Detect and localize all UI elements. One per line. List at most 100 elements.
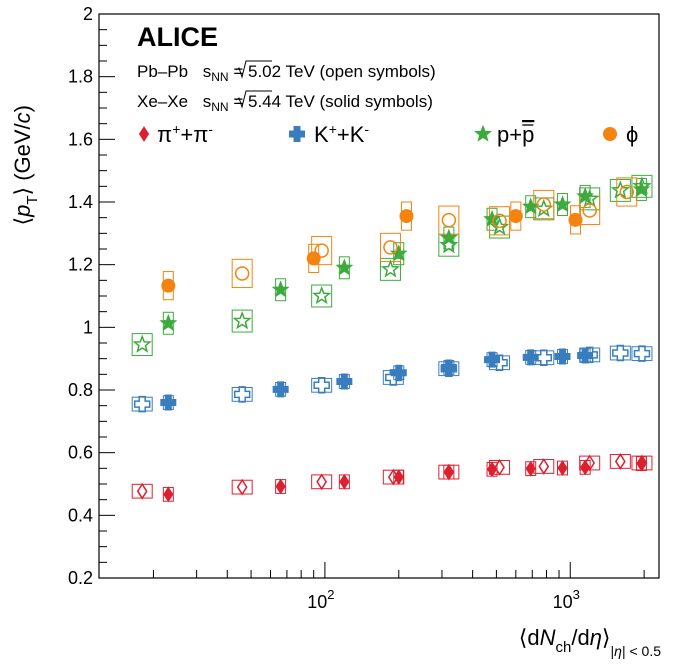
kaon-xexe-point [554,348,571,365]
y-title-unit-var: c [10,112,35,123]
kaon-xexe-point [484,351,501,368]
x-tick-label: 103 [553,587,580,612]
pion-pbpb-point [136,482,148,500]
pion-pbpb-point [236,478,248,496]
pbpb-sqrt-sign [235,60,272,79]
pbpb-sqrt-s: s [203,62,212,81]
legend: π++π- K++K-p+p ϕ [138,121,638,147]
proton-xexe-point [159,313,178,331]
proton-pbpb-point [439,235,459,254]
x-title-range-eta: η [614,643,622,659]
pion-xexe-point [636,455,647,472]
pion-xexe-point [525,460,536,477]
pion-legend-label: π++π- [157,121,213,147]
phi-xexe-point [306,251,321,266]
pbpb-energy: = 5.02 TeV (open symbols) [229,62,436,81]
phi-pbpb-point [582,203,597,218]
phi-pbpb-syst-box [311,235,333,266]
proton-pbpb-syst-box [231,309,253,333]
y-tick-label: 1.6 [68,129,93,149]
x-tick-exponent: 2 [327,587,334,602]
pion-pbpb-syst-box [131,483,153,499]
xexe-energy: = 5.44 TeV (solid symbols) [229,92,433,111]
pion-pbpb-point [316,473,328,491]
legend-label-part: - [208,121,213,137]
pion-legend-marker [138,126,150,142]
proton-xexe-point [439,228,458,246]
y-title-var: p [10,205,35,218]
kaon-pbpb-point [612,344,629,362]
y-title-unit: (GeV/ [10,122,35,186]
pion-pbpb-syst-box [533,459,555,474]
pion-xexe-point [486,461,498,478]
x-title-var: N [540,625,556,650]
annotation-block: ALICE Pb–Pb sNN = 5.02 TeV (open symbols… [137,22,436,114]
y-tick-label: 1.4 [68,192,93,212]
xexe-label: Xe–Xe sNN = 5.44 TeV (solid symbols) [137,92,433,114]
proton-xexe-point [335,258,354,276]
kaon-xexe-point [160,394,177,411]
proton-xexe-point [521,197,540,215]
proton-pbpb-point [380,259,401,278]
proton-pbpb-point [232,310,252,330]
x-tick-base: 10 [553,592,573,612]
y-axis-title: ⟨pT⟩ (GeV/c) [10,105,41,226]
phi-xexe-point [161,278,176,293]
y-title-sub: T [24,196,41,205]
proton-legend-marker [474,124,492,142]
x-title-eta: η [590,625,602,650]
legend-label-part: ϕ [626,122,638,147]
kaon-pbpb-point [133,395,151,413]
proton-xexe-point [483,209,501,227]
phi-xexe-point [568,212,583,227]
phi-pbpb-syst-box [231,258,253,289]
pion-pbpb-point [614,453,626,470]
y-tick-label: 0.2 [68,568,93,588]
x-tick-base: 10 [307,592,327,612]
proton-pbpb-syst-box [131,333,153,357]
proton-pbpb-point [132,334,152,353]
phi-pbpb-point [536,197,552,212]
xexe-nn: NN [211,100,228,114]
legend-label-part: +π [180,122,208,147]
proton-pbpb-syst-box [609,178,631,202]
x-tick-label: 102 [307,587,334,612]
pion-pbpb-point [584,454,596,472]
x-title-range-b: | < 0.5 [622,643,661,659]
y-tick-label: 2 [83,4,93,24]
xexe-sqrt-sign [235,90,272,109]
kaon-xexe-point [336,373,353,390]
legend-label-part: +K [337,122,365,147]
proton-pbpb-syst-box [631,174,653,198]
legend-label-part: π [157,122,172,147]
phi-pbpb-point [383,240,398,255]
y-tick-label: 1.2 [68,255,93,275]
pion-pbpb-syst-box [311,474,333,490]
kaon-xexe-point [390,364,407,381]
legend-label-part: p+ [497,122,522,147]
y-tick-label: 0.8 [68,380,93,400]
x-axis-title: ⟨dNch/dη⟩|η| < 0.5 [519,625,661,659]
pion-pbpb-syst-box [231,479,253,495]
pion-xexe-point [339,473,350,490]
proton-xexe-point [576,186,595,204]
y-tick-label: 1.8 [68,67,93,87]
alice-label: ALICE [137,22,218,52]
y-tick-label: 0.4 [68,505,93,525]
phi-legend-marker [603,127,617,141]
kaon-pbpb-point [233,386,251,403]
kaon-xexe-point [577,347,594,364]
y-title-open: ⟨ [10,217,35,226]
pion-xexe-point [163,486,174,503]
phi-xexe-point [508,209,523,224]
x-title-range-a: | [611,643,615,659]
proton-pbpb-syst-box [311,284,333,308]
proton-xexe-point [553,195,572,213]
y-tick-label: 1 [83,317,93,337]
pion-pbpb-point [538,458,550,475]
legend-label-part: p [522,122,534,147]
proton-pbpb-point [312,285,332,305]
pion-xexe-point [393,469,404,486]
